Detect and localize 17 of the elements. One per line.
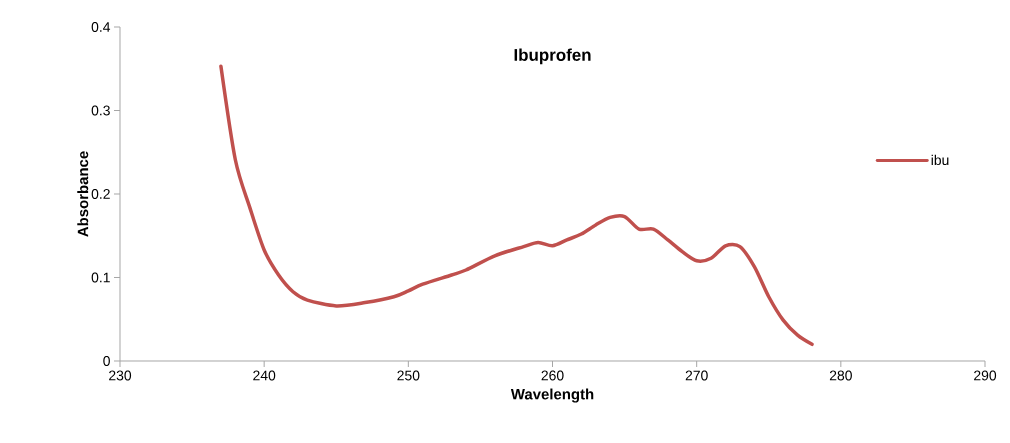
y-tick-label: 0.4 [91, 22, 111, 32]
y-tick-label: 0.2 [91, 189, 110, 199]
y-tick-label: 0.3 [91, 105, 110, 116]
x-tick-label: 260 [541, 370, 564, 381]
x-tick-label: 290 [974, 370, 997, 381]
legend-label: ibu [931, 154, 949, 166]
x-tick-label: 230 [109, 370, 132, 381]
line-series [219, 64, 814, 347]
x-axis-title: Wavelength [510, 388, 594, 403]
x-tick-label: 250 [397, 370, 420, 381]
y-axis-title: Absorbance [77, 151, 89, 237]
x-tick-label: 240 [253, 370, 276, 381]
text: Ibuprofen [514, 48, 591, 65]
y-tick-label: 0.1 [91, 272, 110, 283]
y-tick-label: 0 [103, 356, 110, 366]
x-tick-label: 280 [829, 370, 852, 381]
x-tick-label: 270 [685, 370, 708, 381]
